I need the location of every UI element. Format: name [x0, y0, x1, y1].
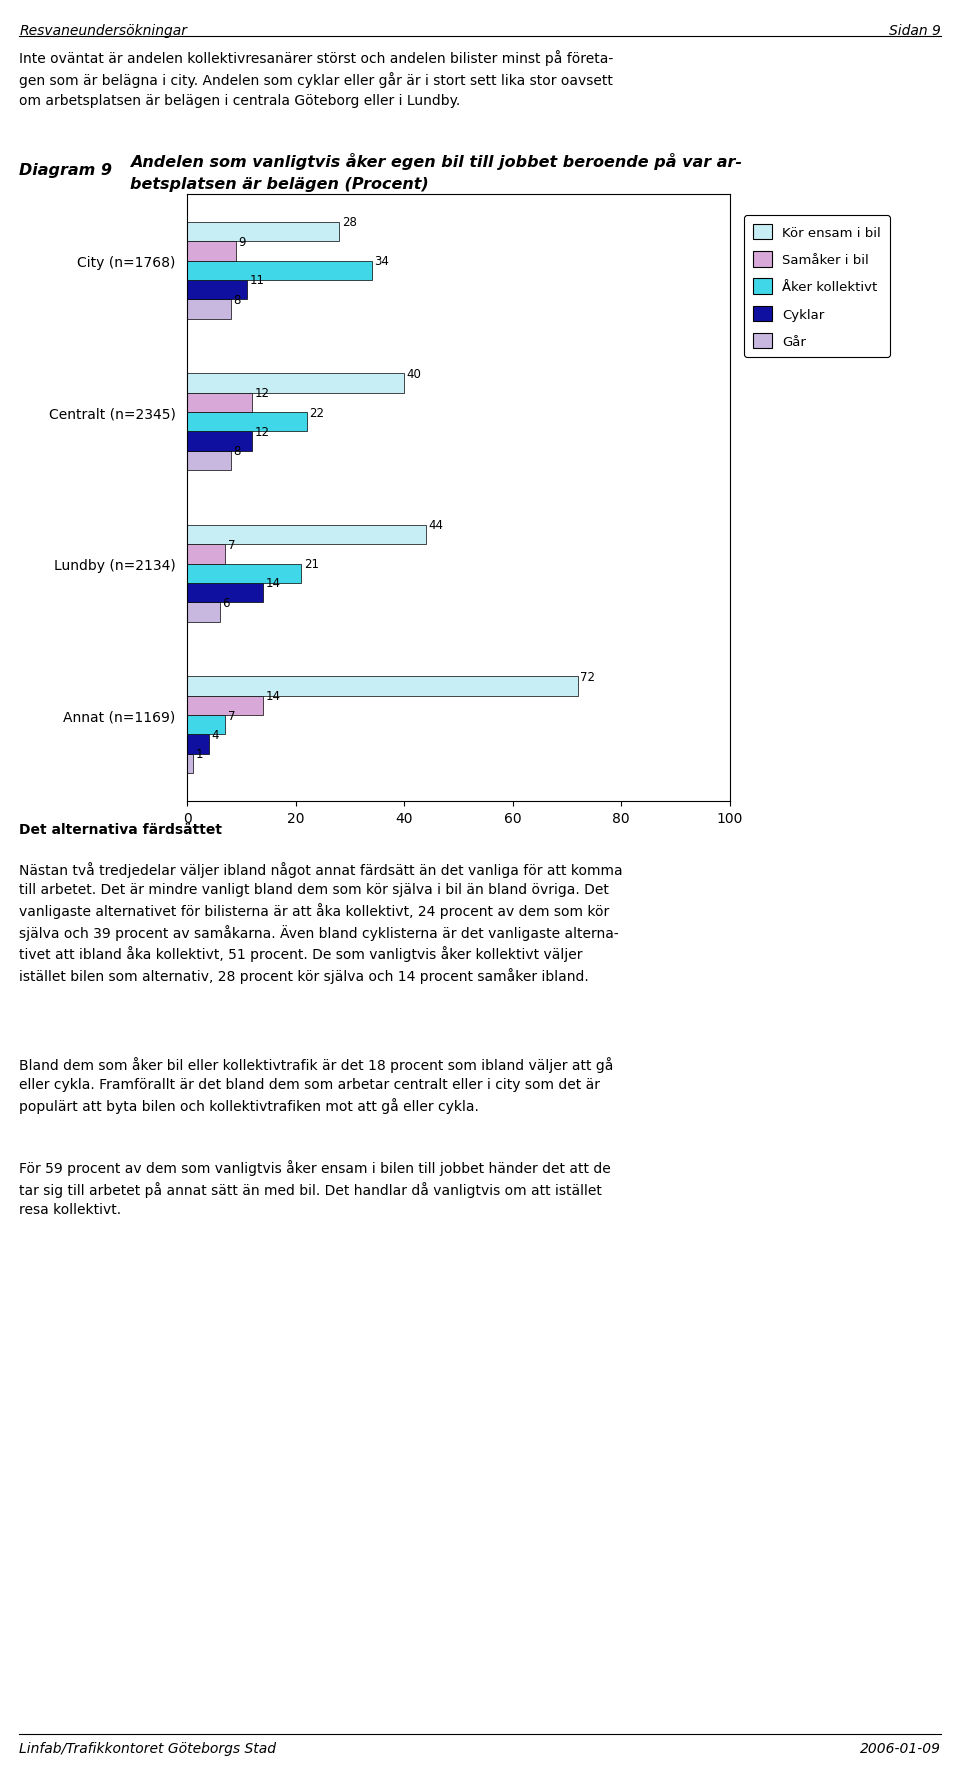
Bar — [187, 697, 263, 716]
Text: 4: 4 — [211, 729, 219, 741]
Legend: Kör ensam i bil, Samåker i bil, Åker kollektivt, Cyklar, Går: Kör ensam i bil, Samåker i bil, Åker kol… — [744, 216, 890, 358]
Bar — [187, 544, 226, 564]
Bar — [187, 223, 339, 241]
Bar — [187, 452, 230, 472]
Text: 7: 7 — [228, 539, 235, 551]
Text: 8: 8 — [233, 294, 241, 307]
Bar — [187, 374, 404, 394]
Text: 2006-01-09: 2006-01-09 — [860, 1741, 941, 1755]
Text: 14: 14 — [266, 690, 281, 702]
Text: 8: 8 — [233, 445, 241, 457]
Text: 1: 1 — [195, 748, 203, 761]
Bar — [187, 394, 252, 413]
Bar — [187, 433, 252, 452]
Text: 12: 12 — [255, 387, 270, 401]
Text: Diagram 9: Diagram 9 — [19, 163, 112, 177]
Text: 21: 21 — [303, 558, 319, 571]
Bar — [187, 280, 247, 300]
Bar — [187, 300, 230, 319]
Text: 22: 22 — [309, 406, 324, 418]
Text: 12: 12 — [255, 426, 270, 438]
Bar — [187, 755, 193, 773]
Text: För 59 procent av dem som vanligtvis åker ensam i bilen till jobbet händer det a: För 59 procent av dem som vanligtvis åke… — [19, 1160, 611, 1216]
Text: Linfab/Trafikkontoret Göteborgs Stad: Linfab/Trafikkontoret Göteborgs Stad — [19, 1741, 276, 1755]
Bar — [187, 583, 263, 603]
Bar — [187, 736, 209, 755]
Text: 40: 40 — [407, 367, 421, 381]
Text: Nästan två tredjedelar väljer ibland något annat färdsätt än det vanliga för att: Nästan två tredjedelar väljer ibland någ… — [19, 862, 623, 984]
Text: Bland dem som åker bil eller kollektivtrafik är det 18 procent som ibland väljer: Bland dem som åker bil eller kollektivtr… — [19, 1057, 613, 1113]
Bar — [187, 241, 236, 261]
Text: 28: 28 — [342, 216, 357, 229]
Text: 44: 44 — [428, 519, 444, 532]
Text: Inte oväntat är andelen kollektivresanärer störst och andelen bilister minst på : Inte oväntat är andelen kollektivresanär… — [19, 50, 613, 108]
Text: 34: 34 — [374, 255, 389, 268]
Text: 6: 6 — [223, 596, 230, 610]
Text: 11: 11 — [250, 275, 265, 287]
Text: 72: 72 — [581, 670, 595, 683]
Text: 14: 14 — [266, 578, 281, 590]
Text: Resvaneundersökningar: Resvaneundersökningar — [19, 23, 187, 37]
Bar — [187, 413, 306, 433]
Bar — [187, 525, 426, 544]
Bar — [187, 677, 578, 697]
Text: 7: 7 — [228, 709, 235, 722]
Text: Det alternativa färdsättet: Det alternativa färdsättet — [19, 823, 222, 837]
Text: betsplatsen är belägen (Procent): betsplatsen är belägen (Procent) — [130, 177, 428, 191]
Bar — [187, 564, 301, 583]
Bar — [187, 603, 220, 622]
Text: Sidan 9: Sidan 9 — [889, 23, 941, 37]
Text: Andelen som vanligtvis åker egen bil till jobbet beroende på var ar-: Andelen som vanligtvis åker egen bil til… — [130, 152, 741, 170]
Bar — [187, 261, 372, 280]
Bar — [187, 716, 226, 736]
Text: 9: 9 — [239, 236, 246, 248]
